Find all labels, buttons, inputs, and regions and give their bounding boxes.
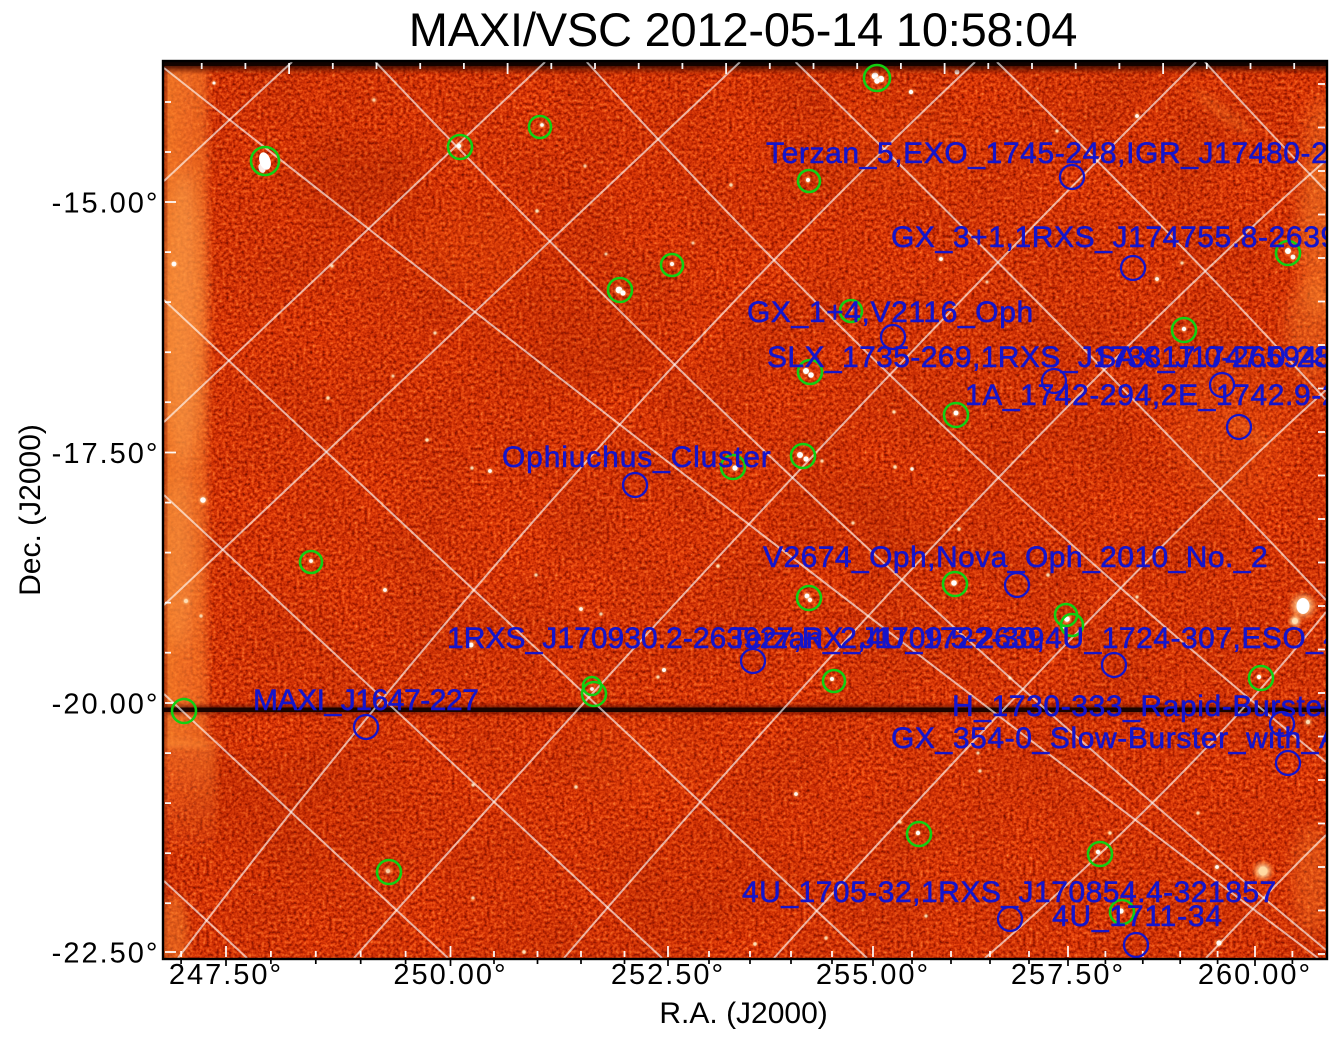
svg-text:Terzan_5,EXO_1745-248,IGR_J174: Terzan_5,EXO_1745-248,IGR_J17480-2446: [766, 137, 1341, 170]
svg-text:247.50°: 247.50°: [169, 959, 283, 991]
svg-text:257.50°: 257.50°: [1011, 959, 1125, 991]
svg-text:4U_1711-34: 4U_1711-34: [1052, 900, 1223, 933]
svg-text:1RXS_J170930.2-263927,RX_J1709: 1RXS_J170930.2-263927,RX_J1709.5-2639: [447, 622, 1044, 655]
svg-text:MAXI/VSC 2012-05-14 10:58:04: MAXI/VSC 2012-05-14 10:58:04: [409, 3, 1078, 56]
svg-text:250.00°: 250.00°: [393, 959, 507, 991]
svg-text:-15.00°: -15.00°: [52, 188, 160, 220]
svg-text:-22.50°: -22.50°: [52, 938, 160, 970]
svg-text:-17.50°: -17.50°: [52, 438, 160, 470]
svg-text:GX_1+4,V2116_Oph: GX_1+4,V2116_Oph: [747, 296, 1034, 329]
svg-text:1A_1742-294,2E_1742.9-2929: 1A_1742-294,2E_1742.9-2929: [965, 379, 1341, 412]
svg-text:V2674_Oph,Nova_Oph_2010_No._2: V2674_Oph,Nova_Oph_2010_No._2: [763, 541, 1268, 574]
svg-text:R.A. (J2000): R.A. (J2000): [659, 997, 827, 1030]
svg-text:-20.00°: -20.00°: [52, 689, 160, 721]
svg-text:Ophiuchus_Cluster: Ophiuchus_Cluster: [502, 441, 772, 474]
svg-text:260.00°: 260.00°: [1198, 959, 1312, 991]
svg-text:4U_1705-32,1RXS_J170854.4-3218: 4U_1705-32,1RXS_J170854.4-321857: [742, 876, 1277, 909]
svg-text:Dec. (J2000): Dec. (J2000): [14, 424, 47, 596]
svg-text:255.00°: 255.00°: [816, 959, 930, 991]
svg-text:H_1730-333_Rapid-Burster_MXB17: H_1730-333_Rapid-Burster_MXB1730-335: [952, 690, 1341, 723]
svg-text:MAXI_J1647-227: MAXI_J1647-227: [253, 684, 479, 717]
svg-text:GX_354-0_Slow-Burster_with_ASM: GX_354-0_Slow-Burster_with_ASM: [891, 722, 1341, 755]
svg-text:GX_3+1,1RXS_J174755.8-263945: GX_3+1,1RXS_J174755.8-263945: [891, 221, 1341, 254]
svg-text:SLX_1735-269,1RXS_J173817.0-26: SLX_1735-269,1RXS_J173817.0-265945: [767, 341, 1334, 374]
svg-text:Terzan_2,4U_1722-30,4U_1724-30: Terzan_2,4U_1722-30,4U_1724-307,ESO_452-…: [730, 622, 1341, 655]
svg-text:252.50°: 252.50°: [611, 959, 725, 991]
svg-text:SAX_J1747.0-2853: SAX_J1747.0-2853: [1096, 341, 1341, 374]
